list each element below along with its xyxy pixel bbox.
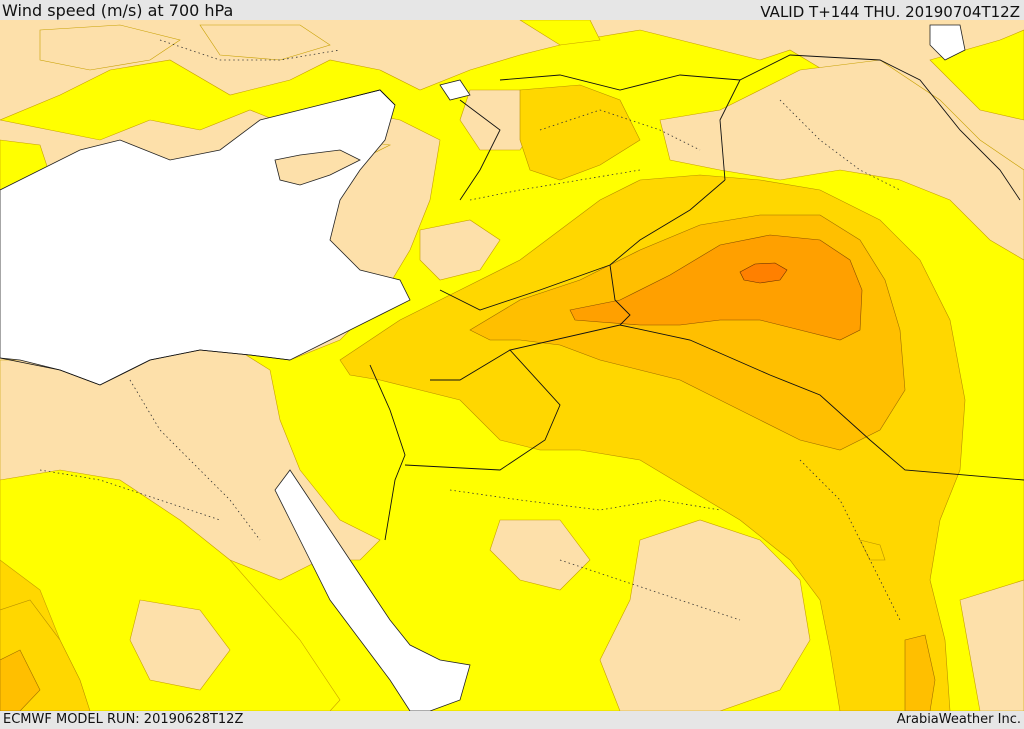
wind-band-4	[569, 234, 863, 341]
calm-land-patches	[0, 24, 1024, 711]
header-bar	[0, 0, 1024, 20]
valid-time: VALID T+144 THU. 20190704T12Z	[760, 3, 1020, 21]
admin-boundaries	[39, 39, 901, 621]
coastlines	[0, 89, 396, 386]
model-run: ECMWF MODEL RUN: 20190628T12Z	[3, 712, 244, 727]
wind-band-5	[739, 262, 788, 284]
map-title: Wind speed (m/s) at 700 hPa	[2, 1, 234, 20]
footer-bar	[0, 711, 1024, 729]
wind-speed-map	[0, 20, 1024, 711]
credit: ArabiaWeather Inc.	[896, 712, 1021, 727]
country-borders	[369, 54, 1024, 541]
